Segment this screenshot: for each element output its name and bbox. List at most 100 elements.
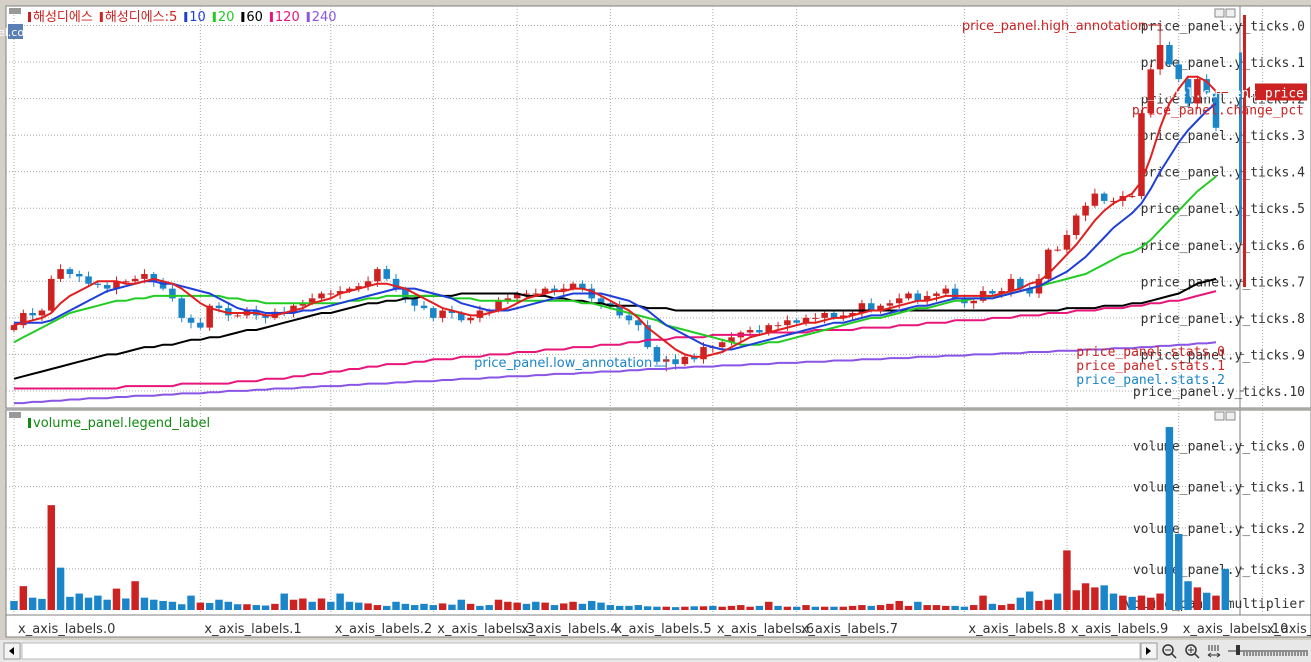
candle-body (1007, 278, 1015, 292)
volume-bar (177, 604, 186, 610)
volume-bar (38, 598, 46, 610)
candle-body (728, 337, 735, 343)
volume-bar (718, 606, 726, 610)
candle-body (178, 298, 185, 318)
minimize-icon[interactable] (1214, 411, 1225, 421)
volume-bar (1007, 603, 1015, 610)
stat-lc: price_panel.stats.1 (1076, 359, 1225, 374)
candle-body (579, 283, 586, 289)
legend-marker (269, 12, 273, 22)
volume-bar (886, 603, 894, 610)
candle-body (951, 288, 959, 299)
legend-label: 해성디에스 (33, 10, 93, 25)
volume-bar (75, 593, 83, 610)
low-annotation-leader (654, 356, 667, 367)
candle-body (513, 293, 521, 299)
zoom-in-icon-handle (1194, 653, 1200, 659)
volume-bar (1016, 597, 1025, 610)
candle-body (812, 317, 819, 319)
candle-body (541, 288, 549, 294)
ma-240-line (14, 341, 1217, 405)
volume-bar (550, 605, 559, 610)
zoom-out-icon[interactable] (1162, 644, 1174, 656)
candle-body (29, 312, 36, 316)
high-annotation: price_panel.high_annotation (962, 19, 1146, 34)
candle-body (262, 315, 269, 318)
volume-bar (122, 598, 130, 610)
maximize-icon[interactable] (1225, 411, 1236, 421)
candle-body (318, 293, 325, 299)
volume-bar (1081, 583, 1090, 610)
x-tick-label: x_axis_labels.6 (717, 622, 814, 637)
volume-bar (476, 605, 484, 610)
corner-badge[interactable] (8, 24, 23, 39)
candle-body (113, 281, 120, 289)
zoom-slider-thumb[interactable] (1236, 645, 1240, 655)
volume-bar (988, 603, 997, 610)
minimize-icon[interactable] (1214, 8, 1225, 18)
volume-bar (448, 604, 456, 610)
candle-body (1082, 205, 1089, 216)
scroll-track[interactable] (21, 642, 1141, 660)
volume-bar (1035, 600, 1043, 610)
volume-bar (1119, 595, 1127, 610)
maximize-icon[interactable] (1225, 8, 1236, 18)
volume-bar (690, 606, 698, 610)
price-tick-label: price_panel.y_ticks.10 (1133, 385, 1305, 400)
candle-body (187, 317, 195, 323)
price-tick-label: price_panel.y_ticks.5 (1141, 202, 1305, 217)
volume-bar (1193, 587, 1202, 610)
ma-10-line (14, 102, 1217, 351)
legend-marker (212, 12, 216, 22)
zoom-in-icon[interactable] (1185, 644, 1197, 656)
volume-panel-menu-icon[interactable] (9, 412, 21, 418)
volume-bar (830, 606, 838, 610)
candle-body (150, 274, 158, 282)
volume-legend-label: volume_panel.legend_label (33, 416, 210, 431)
candle-body (895, 298, 903, 304)
volume-bar (1221, 568, 1230, 610)
candle-body (159, 281, 167, 289)
volume-bar (168, 601, 177, 610)
candle-body (989, 291, 996, 294)
price-tick-label: price_panel.y_ticks.3 (1141, 129, 1305, 144)
candle-body (234, 315, 241, 317)
candle-body (420, 305, 428, 309)
volume-bar (997, 605, 1006, 610)
volume-bar (355, 602, 363, 610)
zoom-out-icon-handle (1171, 653, 1177, 659)
candle-body (402, 288, 409, 299)
x-axis-panel (5, 614, 1311, 638)
x-tick-label: x_axis_labels.5 (614, 622, 711, 637)
candle-body (877, 305, 884, 311)
candle-body (914, 293, 922, 301)
candle-body (346, 288, 353, 292)
candle-body (523, 293, 530, 295)
candle-body (905, 293, 912, 299)
candle-body (560, 288, 568, 292)
candle-body (1091, 193, 1099, 206)
legend-label: 20 (218, 10, 235, 25)
candle-body (327, 293, 335, 295)
volume-bar (727, 605, 736, 610)
x-tick-label: x_axis_labels.10 (1183, 622, 1289, 637)
volume-tick-label: volume_panel.y_ticks.1 (1133, 481, 1305, 496)
volume-bar (532, 601, 540, 610)
price-panel-menu-icon[interactable] (9, 8, 21, 14)
stat-lh: price_panel.stats.0 (1076, 345, 1225, 360)
volume-bar (513, 602, 521, 610)
volume-bar (671, 607, 680, 610)
volume-bar (327, 601, 335, 610)
low-annotation: price_panel.low_annotation (474, 356, 652, 371)
candle-body (597, 298, 605, 304)
x-tick-label: x_axis_labels.0 (18, 622, 115, 637)
volume-bar (634, 605, 643, 610)
volume-bar (94, 595, 102, 610)
candle-body (290, 305, 297, 313)
volume-bar (597, 602, 605, 610)
volume-bar (541, 602, 549, 610)
stat-hc: price_panel.stats.2 (1076, 373, 1225, 388)
candle-body (1166, 44, 1173, 65)
volume-bar (653, 606, 661, 610)
last-price-badge (1255, 83, 1307, 101)
